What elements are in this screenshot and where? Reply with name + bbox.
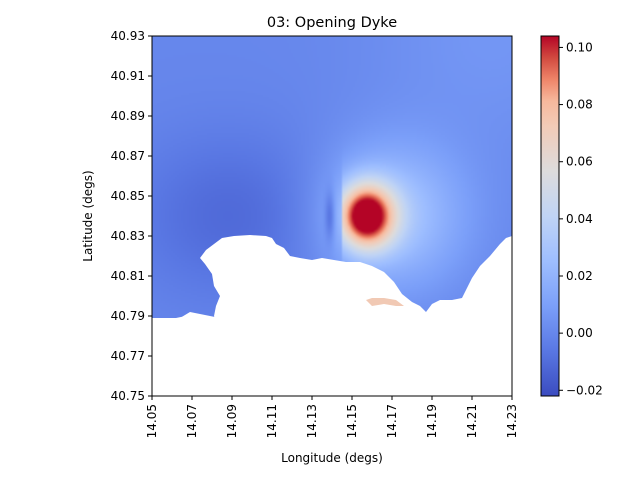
x-tick-label: 14.09 bbox=[225, 404, 239, 438]
x-axis: 14.05 14.07 14.09 14.11 14.13 14.15 14.17 14.19… bbox=[145, 396, 519, 438]
x-tick-label: 14.21 bbox=[465, 404, 479, 438]
land-sea-mask-main bbox=[152, 235, 512, 396]
y-tick-label: 40.83 bbox=[111, 229, 145, 243]
y-tick-label: 40.87 bbox=[111, 149, 145, 163]
x-tick-label: 14.15 bbox=[345, 404, 359, 438]
y-tick-label: 40.79 bbox=[111, 309, 145, 323]
x-tick-label: 14.11 bbox=[265, 404, 279, 438]
colorbar-tick-label: 0.02 bbox=[566, 269, 593, 283]
colorbar-tick-label: 0.06 bbox=[566, 155, 593, 169]
peninsula-tip bbox=[366, 298, 404, 306]
y-tick-label: 40.77 bbox=[111, 349, 145, 363]
y-axis-label: Latitude (degs) bbox=[81, 170, 95, 261]
colorbar-tick-label: 0.10 bbox=[566, 40, 593, 54]
colorbar-ticks: −0.02 0.00 0.02 0.04 0.06 0.08 0.10 bbox=[559, 40, 603, 397]
x-tick-label: 14.13 bbox=[305, 404, 319, 438]
colorbar-tick-label: −0.02 bbox=[566, 383, 603, 397]
colorbar: −0.02 0.00 0.02 0.04 0.06 0.08 0.10 bbox=[540, 35, 603, 397]
x-tick-label: 14.23 bbox=[505, 404, 519, 438]
plot-area bbox=[151, 35, 513, 397]
y-tick-label: 40.81 bbox=[111, 269, 145, 283]
chart-title: 03: Opening Dyke bbox=[267, 15, 397, 31]
x-tick-label: 14.17 bbox=[385, 404, 399, 438]
y-tick-label: 40.89 bbox=[111, 109, 145, 123]
y-tick-label: 40.85 bbox=[111, 189, 145, 203]
x-axis-label: Longitude (degs) bbox=[281, 451, 383, 465]
coastline-mask bbox=[152, 235, 512, 396]
y-tick-label: 40.93 bbox=[111, 29, 145, 43]
plot-frame bbox=[151, 35, 513, 397]
colorbar-tick-label: 0.04 bbox=[566, 212, 593, 226]
colorbar-gradient bbox=[540, 35, 560, 397]
x-tick-label: 14.19 bbox=[425, 404, 439, 438]
y-axis: 40.75 40.77 40.79 40.81 40.83 40.85 40.87 40.89… bbox=[111, 29, 152, 403]
coast-detail bbox=[152, 316, 212, 326]
x-tick-label: 14.07 bbox=[185, 404, 199, 438]
colorbar-tick-label: 0.00 bbox=[566, 326, 593, 340]
y-tick-label: 40.75 bbox=[111, 389, 145, 403]
x-tick-label: 14.05 bbox=[145, 404, 159, 438]
colorbar-tick-label: 0.08 bbox=[566, 98, 593, 112]
y-tick-label: 40.91 bbox=[111, 69, 145, 83]
